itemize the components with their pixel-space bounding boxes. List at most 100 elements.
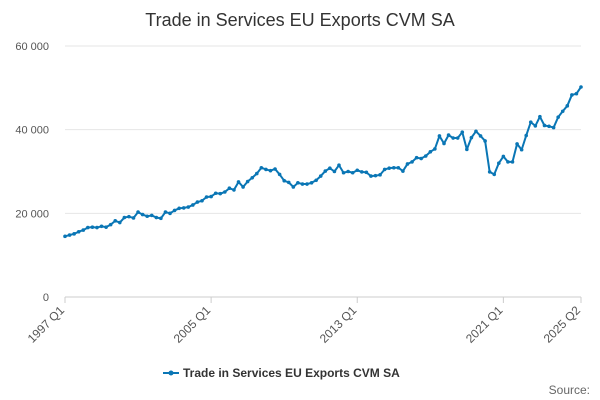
data-point[interactable] — [118, 220, 122, 225]
data-point[interactable] — [483, 139, 487, 143]
data-point[interactable] — [542, 123, 547, 128]
data-point[interactable] — [405, 162, 410, 166]
data-point[interactable] — [163, 210, 168, 214]
data-point[interactable] — [191, 203, 195, 207]
data-point[interactable] — [145, 214, 149, 219]
data-point[interactable] — [524, 133, 528, 138]
data-point[interactable] — [136, 210, 140, 214]
data-point[interactable] — [501, 154, 506, 159]
data-point[interactable] — [250, 175, 255, 180]
data-point[interactable] — [149, 213, 154, 218]
data-point[interactable] — [200, 198, 204, 203]
data-point[interactable] — [72, 232, 76, 236]
data-point[interactable] — [401, 169, 405, 173]
data-point[interactable] — [560, 109, 565, 114]
data-point[interactable] — [551, 125, 556, 130]
data-point[interactable] — [268, 168, 273, 173]
data-point[interactable] — [510, 160, 515, 164]
legend[interactable]: Trade in Services EU Exports CVM SA — [163, 366, 400, 380]
data-point[interactable] — [245, 179, 250, 184]
data-point[interactable] — [213, 191, 218, 196]
data-point[interactable] — [104, 225, 108, 229]
data-point[interactable] — [346, 169, 350, 174]
data-point[interactable] — [131, 216, 136, 220]
data-point[interactable] — [218, 191, 223, 196]
data-point[interactable] — [497, 161, 501, 165]
data-point[interactable] — [465, 147, 469, 152]
data-point[interactable] — [391, 165, 396, 170]
data-point[interactable] — [108, 222, 113, 227]
data-point[interactable] — [364, 170, 369, 175]
data-point[interactable] — [81, 228, 86, 232]
data-point[interactable] — [382, 167, 387, 172]
data-point[interactable] — [241, 185, 245, 189]
data-point[interactable] — [181, 206, 186, 210]
data-point[interactable] — [95, 225, 99, 230]
data-point[interactable] — [373, 173, 378, 178]
data-point[interactable] — [328, 166, 332, 170]
data-point[interactable] — [570, 93, 574, 97]
data-point[interactable] — [286, 180, 291, 185]
data-point[interactable] — [186, 205, 191, 209]
data-point[interactable] — [355, 168, 360, 173]
data-point[interactable] — [460, 130, 465, 134]
data-point[interactable] — [396, 165, 401, 170]
data-point[interactable] — [76, 229, 81, 234]
data-point[interactable] — [547, 124, 551, 129]
data-point[interactable] — [442, 141, 446, 146]
data-point[interactable] — [177, 206, 181, 211]
data-point[interactable] — [419, 156, 423, 161]
data-point[interactable] — [528, 120, 533, 124]
data-point[interactable] — [195, 200, 200, 204]
data-point[interactable] — [410, 160, 414, 164]
data-point[interactable] — [574, 91, 579, 96]
data-point[interactable] — [209, 194, 213, 199]
data-point[interactable] — [154, 215, 159, 220]
data-point[interactable] — [291, 185, 296, 189]
data-point[interactable] — [387, 166, 392, 170]
data-point[interactable] — [140, 212, 145, 217]
data-point[interactable] — [86, 225, 90, 230]
data-point[interactable] — [122, 215, 127, 220]
data-point[interactable] — [323, 169, 328, 173]
data-point[interactable] — [127, 214, 131, 219]
data-point[interactable] — [579, 85, 583, 89]
data-point[interactable] — [236, 180, 241, 184]
data-point[interactable] — [90, 225, 95, 229]
data-point[interactable] — [282, 178, 286, 183]
data-point[interactable] — [478, 134, 483, 138]
data-point[interactable] — [67, 233, 72, 237]
data-point[interactable] — [232, 188, 236, 192]
data-point[interactable] — [277, 172, 282, 177]
data-point[interactable] — [469, 135, 474, 140]
data-point[interactable] — [337, 163, 341, 168]
data-point[interactable] — [314, 178, 318, 183]
data-point[interactable] — [296, 181, 300, 185]
data-point[interactable] — [350, 170, 355, 175]
data-point[interactable] — [227, 186, 232, 191]
data-point[interactable] — [451, 136, 455, 140]
data-point[interactable] — [423, 154, 428, 158]
data-point[interactable] — [332, 169, 337, 174]
data-point[interactable] — [565, 104, 570, 108]
data-point[interactable] — [519, 147, 524, 152]
data-point[interactable] — [305, 182, 309, 186]
data-point[interactable] — [369, 174, 373, 178]
data-point[interactable] — [168, 211, 172, 216]
data-point[interactable] — [113, 219, 118, 223]
data-point[interactable] — [341, 170, 346, 175]
data-point[interactable] — [223, 190, 227, 194]
data-point[interactable] — [506, 160, 510, 164]
data-point[interactable] — [204, 195, 209, 199]
data-point[interactable] — [428, 150, 433, 154]
data-point[interactable] — [360, 170, 364, 174]
data-point[interactable] — [300, 182, 305, 186]
data-point[interactable] — [378, 173, 382, 177]
data-point[interactable] — [63, 234, 67, 239]
data-point[interactable] — [433, 147, 437, 151]
data-point[interactable] — [492, 172, 497, 177]
data-point[interactable] — [309, 181, 314, 185]
data-point[interactable] — [99, 224, 104, 229]
data-point[interactable] — [538, 114, 542, 119]
data-point[interactable] — [474, 129, 478, 134]
